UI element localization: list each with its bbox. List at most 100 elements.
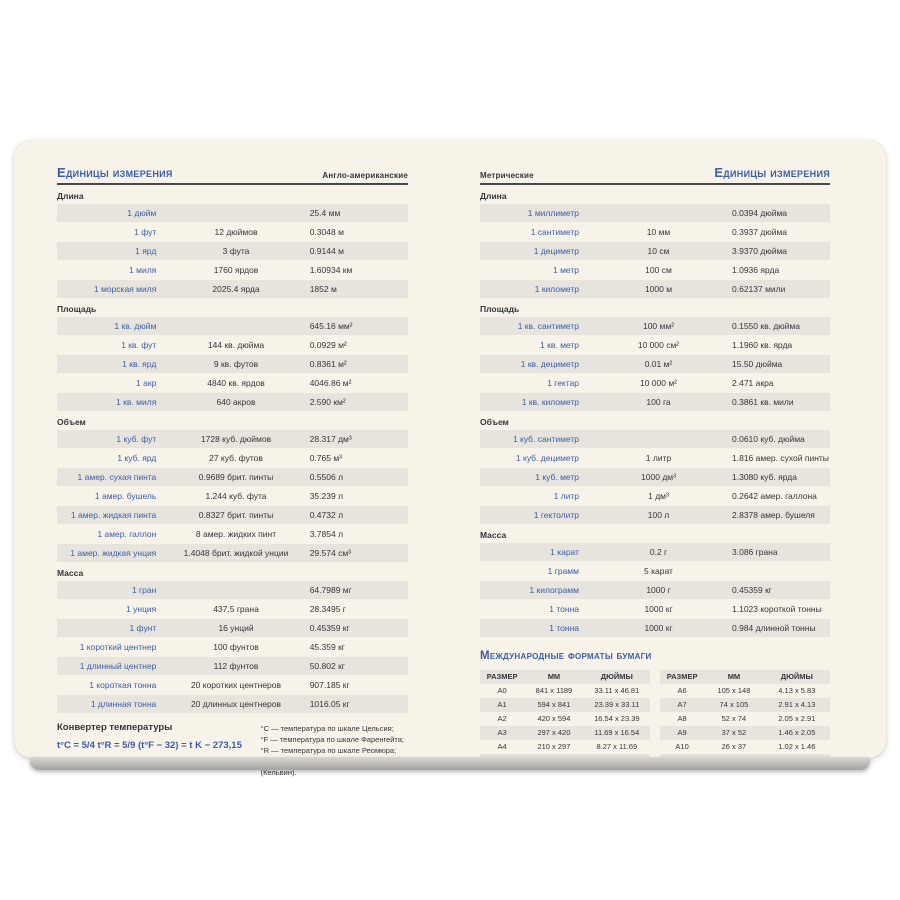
temperature-note: °C — температура по шкале Цельсия; bbox=[260, 724, 394, 733]
unit-value: 0.3861 кв. мили bbox=[732, 397, 794, 407]
unit-equivalent: 1000 дм³ bbox=[641, 472, 676, 482]
unit-name: 1 тонна bbox=[549, 623, 579, 633]
units-section: Объем 1 куб. сантиметр 0.0610 куб. дюйма 1 … bbox=[480, 417, 830, 524]
conversion-row: 1 километр 1000 м 0.62137 мили bbox=[480, 280, 830, 298]
section-title: Площадь bbox=[480, 304, 520, 314]
page-stack-edge bbox=[30, 757, 870, 770]
paper-mm: 210 x 297 bbox=[537, 742, 571, 751]
unit-equivalent: 1728 куб. дюймов bbox=[200, 434, 272, 444]
paper-size: А3 bbox=[497, 728, 507, 737]
conversion-row: 1 короткая тонна 20 коротких центнеров 907… bbox=[57, 676, 408, 694]
unit-value: 28.317 дм³ bbox=[309, 434, 352, 444]
conversion-row: 1 ярд 3 фута 0.9144 м bbox=[57, 242, 408, 260]
paper-row: А2 420 x 594 16.54 x 23.39 bbox=[480, 712, 650, 726]
unit-name: 1 километр bbox=[534, 284, 579, 294]
unit-equivalent: 100 мм² bbox=[642, 321, 675, 331]
paper-size: А9 bbox=[677, 728, 687, 737]
left-page-sections: Длина 1 дюйм 25.4 мм 1 фут 12 дюймов 0.3048 м… bbox=[57, 191, 408, 713]
unit-value: 0.8361 м² bbox=[309, 359, 347, 369]
unit-name: 1 тонна bbox=[549, 604, 579, 614]
unit-name: 1 кв. метр bbox=[540, 340, 579, 350]
unit-equivalent: 12 дюймов bbox=[214, 227, 258, 237]
unit-equivalent: 1000 кг bbox=[644, 604, 673, 614]
paper-mm: 105 x 148 bbox=[717, 686, 751, 695]
left-page-header: Единицы измерения Англо-американские bbox=[57, 158, 408, 180]
paper-mm: 26 x 37 bbox=[721, 742, 747, 751]
units-section: Длина 1 миллиметр 0.0394 дюйма 1 сантиметр 1… bbox=[480, 191, 830, 298]
unit-value: 907.185 кг bbox=[309, 680, 350, 690]
unit-name: 1 куб. сантиметр bbox=[512, 434, 579, 444]
temperature-note: °F — температура по шкале Фаренгейта; bbox=[260, 735, 405, 744]
conversion-row: 1 кв. фут 144 кв. дюйма 0.0929 м² bbox=[57, 336, 408, 354]
right-page: Метрические Единицы измерения Длина 1 мил… bbox=[480, 158, 830, 778]
unit-name: 1 метр bbox=[553, 265, 579, 275]
unit-equivalent: 1 дм³ bbox=[648, 491, 669, 501]
unit-name: 1 куб. метр bbox=[535, 472, 579, 482]
paper-row: А4 210 x 297 8.27 x 11.69 bbox=[480, 740, 650, 754]
paper-size: А7 bbox=[677, 700, 687, 709]
conversion-row: 1 короткий центнер 100 фунтов 45.359 кг bbox=[57, 638, 408, 656]
units-section: Площадь 1 кв. сантиметр 100 мм² 0.1550 кв. … bbox=[480, 304, 830, 411]
paper-inches: 4.13 x 5.83 bbox=[778, 686, 816, 695]
unit-name: 1 гран bbox=[131, 585, 157, 595]
unit-name: 1 длинный центнер bbox=[79, 661, 157, 671]
header-rule bbox=[57, 183, 408, 185]
paper-col-header: РАЗМЕР bbox=[666, 672, 698, 681]
paper-row: А9 37 x 52 1.46 x 2.05 bbox=[660, 726, 830, 740]
paper-mm: 594 x 841 bbox=[537, 700, 571, 709]
paper-row: А7 74 x 105 2.91 x 4.13 bbox=[660, 698, 830, 712]
unit-equivalent: 10 мм bbox=[646, 227, 671, 237]
unit-equivalent bbox=[585, 430, 732, 448]
unit-value: 29.574 см³ bbox=[309, 548, 351, 558]
paper-col-header: ММ bbox=[727, 672, 741, 681]
right-page-sections: Длина 1 миллиметр 0.0394 дюйма 1 сантиметр 1… bbox=[480, 191, 830, 637]
unit-value: 0.9144 м bbox=[309, 246, 344, 256]
unit-equivalent: 144 кв. дюйма bbox=[207, 340, 265, 350]
unit-value: 0.45359 кг bbox=[732, 585, 772, 595]
unit-value: 0.45359 кг bbox=[309, 623, 350, 633]
unit-equivalent: 100 см bbox=[645, 265, 672, 275]
conversion-row: 1 унция 437.5 грана 28.3495 г bbox=[57, 600, 408, 618]
paper-mm: 841 x 1189 bbox=[535, 686, 573, 695]
unit-equivalent: 10 см bbox=[647, 246, 670, 256]
left-page: Единицы измерения Англо-американские Дли… bbox=[57, 158, 408, 778]
unit-name: 1 кв. миля bbox=[116, 397, 157, 407]
paper-size: А2 bbox=[497, 714, 507, 723]
unit-equivalent: 1.244 куб. фута bbox=[205, 491, 267, 501]
unit-equivalent: 437.5 грана bbox=[213, 604, 259, 614]
unit-name: 1 миллиметр bbox=[527, 208, 579, 218]
unit-value: 28.3495 г bbox=[309, 604, 346, 614]
unit-name: 1 кв. дециметр bbox=[520, 359, 579, 369]
conversion-row: 1 амер. сухая пинта 0.9689 брит. пинты 0.5… bbox=[57, 468, 408, 486]
unit-equivalent: 1.4048 брит. жидкой унции bbox=[183, 548, 289, 558]
paper-inches: 2.05 x 2.91 bbox=[778, 714, 816, 723]
unit-equivalent: 1000 кг bbox=[644, 623, 673, 633]
right-page-subtitle: Метрические bbox=[480, 171, 534, 180]
paper-size: А0 bbox=[497, 686, 507, 695]
unit-value: 0.984 длинной тонны bbox=[732, 623, 816, 633]
unit-value: 35.239 л bbox=[309, 491, 344, 501]
unit-name: 1 килограмм bbox=[529, 585, 579, 595]
units-section: Масса 1 карат 0.2 г 3.086 грана 1 грамм 5 кар… bbox=[480, 530, 830, 637]
conversion-row: 1 тонна 1000 кг 1.1023 короткой тонны bbox=[480, 600, 830, 618]
paper-size: А10 bbox=[675, 742, 689, 751]
unit-name: 1 куб. ярд bbox=[117, 453, 157, 463]
unit-name: 1 морская миля bbox=[93, 284, 157, 294]
unit-equivalent bbox=[162, 581, 309, 599]
unit-equivalent: 100 га bbox=[646, 397, 671, 407]
paper-header-row: РАЗМЕР ММ ДЮЙМЫ bbox=[480, 670, 650, 684]
unit-value: 0.765 м³ bbox=[309, 453, 343, 463]
conversion-row: 1 гектолитр 100 л 2.8378 амер. бушеля bbox=[480, 506, 830, 524]
conversion-row: 1 фут 12 дюймов 0.3048 м bbox=[57, 223, 408, 241]
conversion-row: 1 амер. жидкая пинта 0.8327 брит. пинты 0.… bbox=[57, 506, 408, 524]
paper-row: А1 594 x 841 23.39 x 33.11 bbox=[480, 698, 650, 712]
paper-inches: 8.27 x 11.69 bbox=[596, 742, 638, 751]
unit-value: 0.0394 дюйма bbox=[732, 208, 788, 218]
unit-value: 1.816 амер. сухой пинты bbox=[732, 453, 829, 463]
unit-name: 1 дюйм bbox=[127, 208, 157, 218]
unit-value: 4046.86 м² bbox=[309, 378, 352, 388]
unit-equivalent: 5 карат bbox=[644, 566, 673, 576]
units-section: Объем 1 куб. фут 1728 куб. дюймов 28.317 дм… bbox=[57, 417, 408, 562]
unit-equivalent: 20 коротких центнеров bbox=[190, 680, 282, 690]
conversion-row: 1 дюйм 25.4 мм bbox=[57, 204, 408, 222]
